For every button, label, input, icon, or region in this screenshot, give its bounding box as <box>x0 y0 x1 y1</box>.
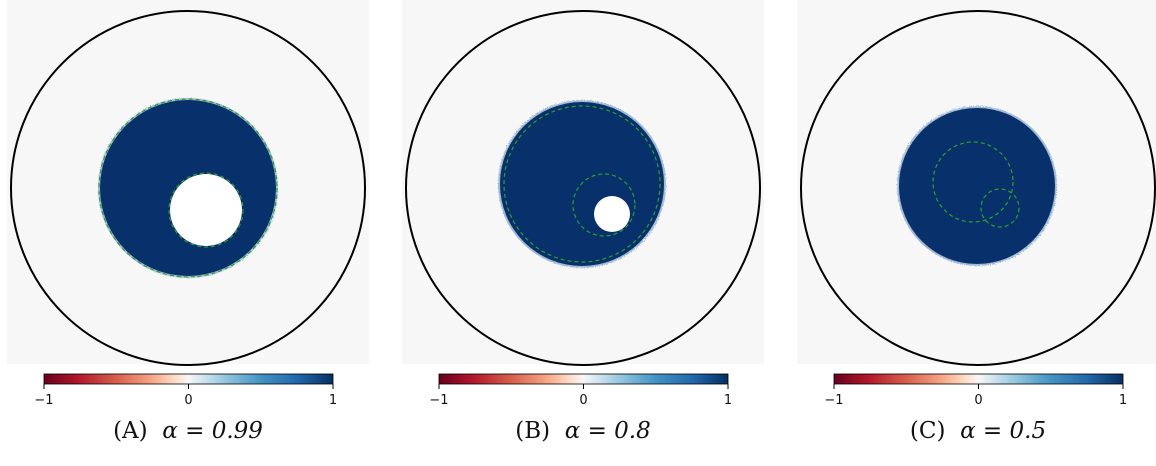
panel-a: −1 0 1 (A) α = 0.99 <box>7 0 369 466</box>
panel-a-figure: −1 0 1 <box>7 0 369 408</box>
panel-c-caption: (C) α = 0.5 <box>797 418 1156 444</box>
panel-label: (A) <box>113 418 148 444</box>
alpha-value: α = 0.8 <box>564 418 651 444</box>
outer-guide-circle <box>503 105 661 263</box>
panel-b: −1 0 1 (B) α = 0.8 <box>402 0 764 466</box>
colorbar-tick-label-max: 1 <box>329 393 337 408</box>
inner-guide-circle <box>980 188 1020 228</box>
colorbar-tick-label-mid: 0 <box>579 393 587 408</box>
alpha-value: α = 0.5 <box>960 418 1047 444</box>
colorbar-tick-label-max: 1 <box>1119 393 1127 408</box>
colorbar <box>43 373 334 385</box>
panel-b-caption: (B) α = 0.8 <box>402 418 764 444</box>
hole-region <box>594 196 630 232</box>
colorbar-tick-label-max: 1 <box>724 393 732 408</box>
colorbar <box>438 373 729 385</box>
colorbar-tick-label-mid: 0 <box>184 393 192 408</box>
outer-guide-circle <box>932 141 1014 223</box>
colorbar-tick-label-min: −1 <box>34 393 53 408</box>
filled-region <box>899 108 1055 264</box>
panel-c-figure: −1 0 1 <box>797 0 1156 408</box>
panel-label: (C) <box>909 418 946 444</box>
colorbar-tick-label-min: −1 <box>824 393 843 408</box>
colorbar-tick-label-mid: 0 <box>974 393 982 408</box>
outer-guide-circle <box>98 98 278 278</box>
hole-region <box>170 174 242 246</box>
colorbar <box>833 373 1124 385</box>
colorbar-tick-label-min: −1 <box>429 393 448 408</box>
panel-a-caption: (A) α = 0.99 <box>7 418 369 444</box>
inner-guide-circle <box>572 173 636 237</box>
panel-b-figure: −1 0 1 <box>402 0 764 408</box>
panel-label: (B) <box>515 418 551 444</box>
alpha-value: α = 0.99 <box>162 418 263 444</box>
panel-c: −1 0 1 (C) α = 0.5 <box>797 0 1156 466</box>
inner-guide-circle <box>168 172 244 248</box>
